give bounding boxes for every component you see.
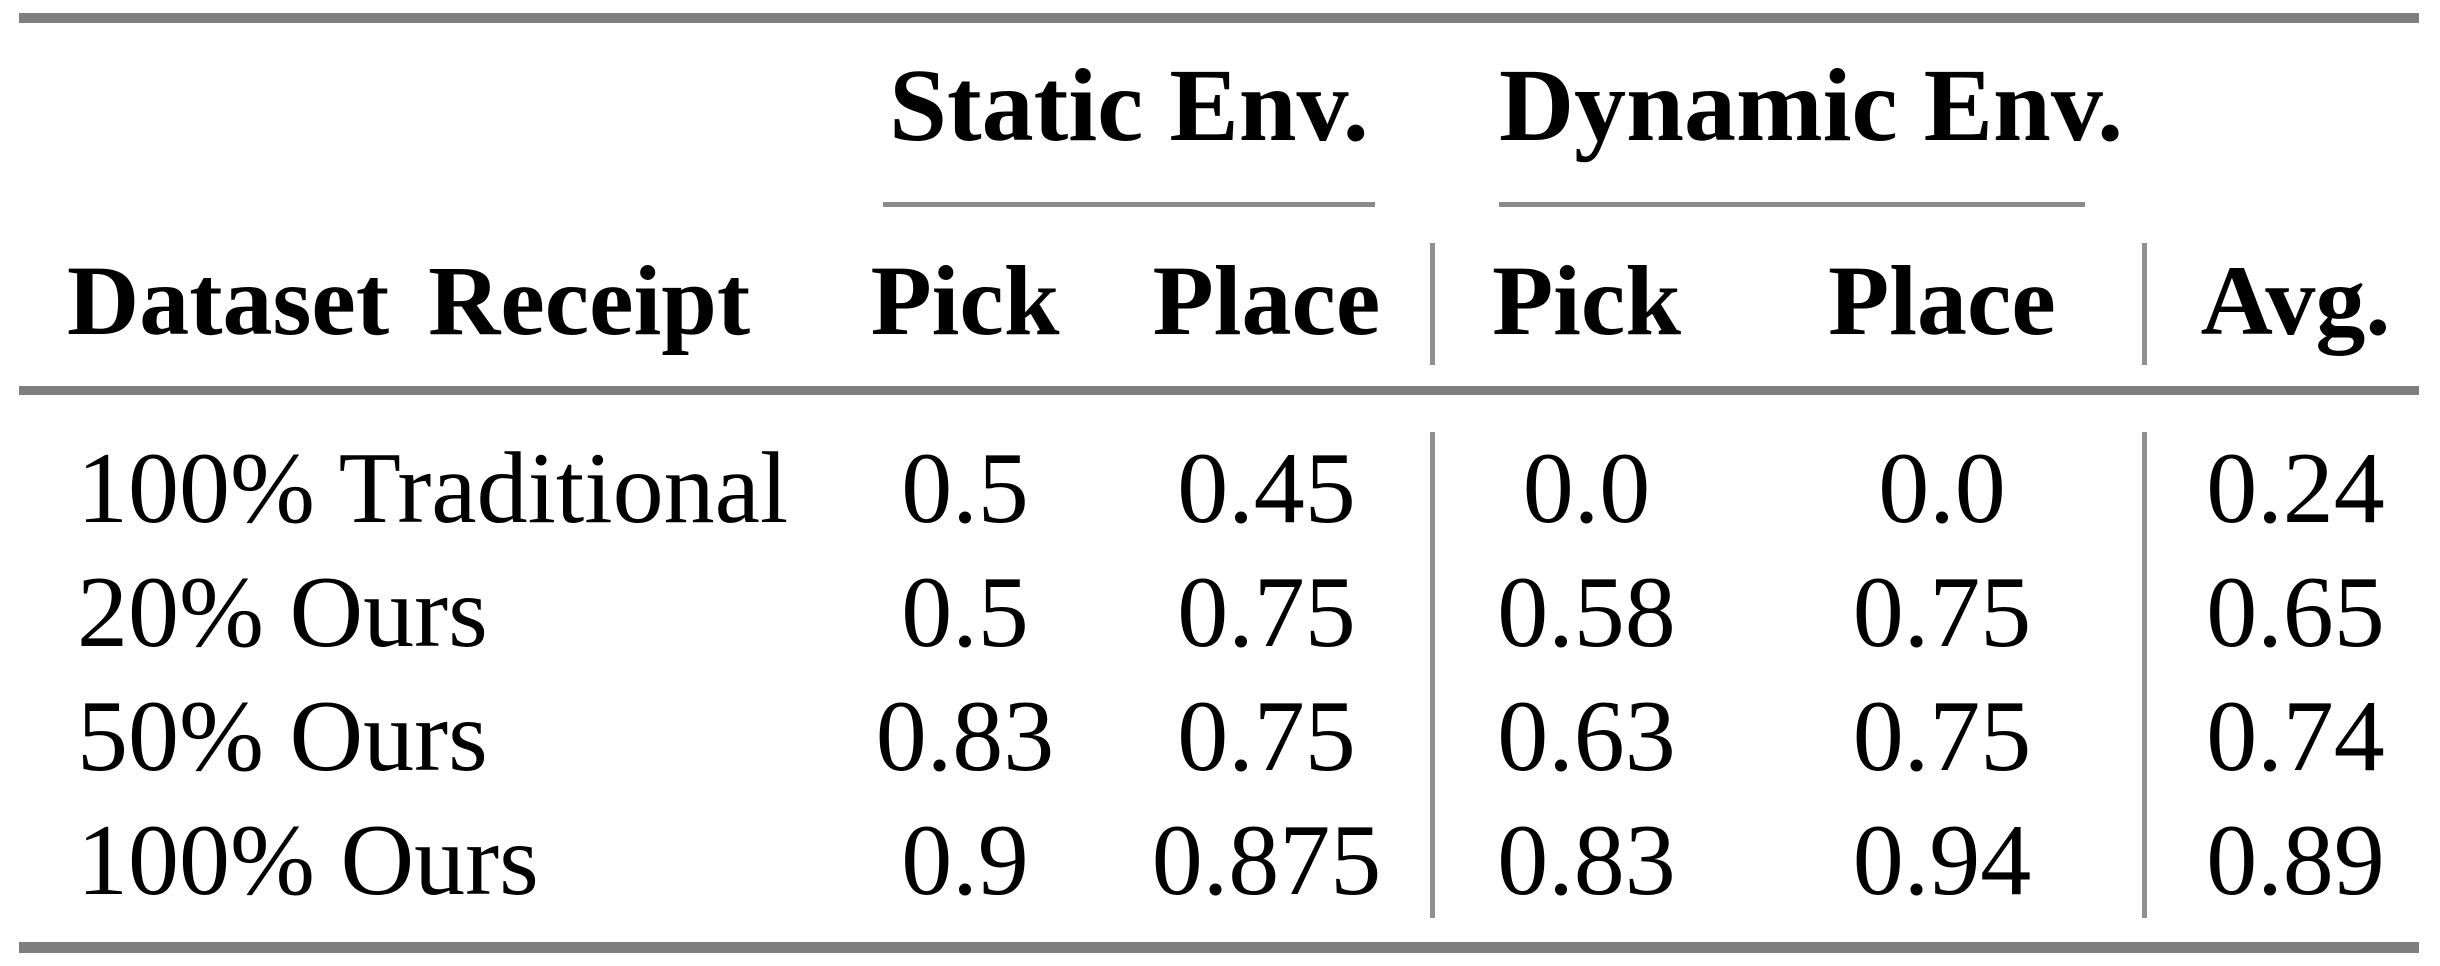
- table-row: 20% Ours 0.5 0.75 0.58 0.75 0.65: [19, 550, 2419, 674]
- column-header-dynamic-pick: Pick: [1492, 244, 1681, 356]
- column-header-static-pick: Pick: [870, 244, 1060, 356]
- header-divider-static-dynamic: [1430, 243, 1435, 365]
- row-label: 50% Ours: [77, 679, 488, 793]
- value-cell: 0.83: [1497, 803, 1676, 917]
- value-cell: 0.0: [1878, 431, 2006, 545]
- value-cell: 0.75: [1852, 679, 2032, 793]
- value-cell: 0.5: [901, 555, 1029, 669]
- body-divider-dynamic-avg: [2142, 432, 2147, 918]
- row-label: 100% Ours: [77, 803, 539, 917]
- header-row: Dataset Receipt Pick Place Pick Place Av…: [19, 212, 2419, 388]
- column-header-static-place: Place: [1152, 244, 1381, 356]
- value-cell: 0.89: [2206, 803, 2385, 917]
- value-cell: 0.94: [1852, 803, 2032, 917]
- value-cell: 0.5: [901, 431, 1029, 545]
- value-cell: 0.45: [1177, 431, 1356, 545]
- bottom-rule: [19, 942, 2419, 953]
- value-cell: 0.75: [1852, 555, 2032, 669]
- mid-rule: [19, 386, 2419, 395]
- column-header-avg: Avg.: [2200, 244, 2391, 356]
- table-row: 100% Traditional 0.5 0.45 0.0 0.0 0.24: [19, 426, 2419, 550]
- value-cell: 0.24: [2206, 431, 2385, 545]
- value-cell: 0.0: [1522, 431, 1651, 545]
- table-body: 100% Traditional 0.5 0.45 0.0 0.0 0.24 20% Our…: [19, 426, 2419, 922]
- value-cell: 0.65: [2206, 555, 2385, 669]
- value-cell: 0.75: [1177, 679, 1356, 793]
- static-group-underline: [883, 202, 1375, 207]
- table-row: 100% Ours 0.9 0.875 0.83 0.94 0.89: [19, 798, 2419, 922]
- value-cell: 0.74: [2206, 679, 2385, 793]
- body-divider-static-dynamic: [1430, 432, 1435, 918]
- value-cell: 0.9: [901, 803, 1029, 917]
- column-header-dynamic-place: Place: [1828, 244, 2056, 356]
- dynamic-group-underline: [1499, 202, 2085, 207]
- row-label: 20% Ours: [77, 555, 488, 669]
- value-cell: 0.58: [1497, 555, 1676, 669]
- column-group-dynamic-env: Dynamic Env.: [1499, 48, 2124, 163]
- header-divider-dynamic-avg: [2142, 243, 2147, 365]
- value-cell: 0.75: [1177, 555, 1356, 669]
- column-header-dataset-receipt: Dataset Receipt: [67, 244, 751, 356]
- top-rule: [19, 13, 2419, 23]
- value-cell: 0.63: [1497, 679, 1676, 793]
- table-row: 50% Ours 0.83 0.75 0.63 0.75 0.74: [19, 674, 2419, 798]
- value-cell: 0.875: [1151, 803, 1382, 917]
- value-cell: 0.83: [875, 679, 1055, 793]
- column-group-static-env: Static Env.: [889, 48, 1369, 163]
- row-label: 100% Traditional: [77, 431, 789, 545]
